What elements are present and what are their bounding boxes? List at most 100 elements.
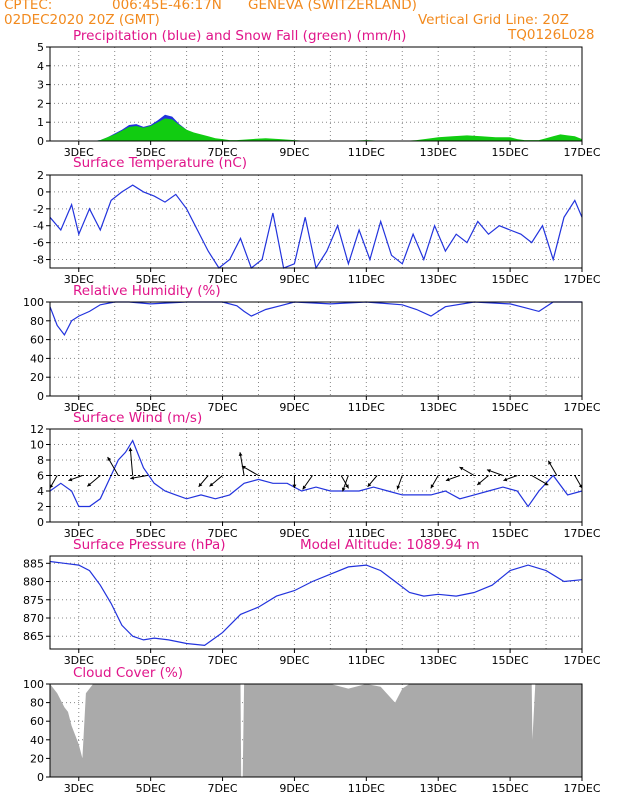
pressure-ytick-label: 865 — [23, 630, 44, 643]
header-model: TQ0126L028 — [508, 27, 595, 43]
precip-xtick-label: 9DEC — [279, 146, 309, 159]
cloud-xtick-label: 7DEC — [207, 782, 237, 795]
wind-ytick-label: 10 — [30, 439, 44, 452]
wind-arrow-head — [396, 485, 401, 490]
wind-title: Surface Wind (m/s) — [73, 410, 203, 426]
precip-xtick-label: 5DEC — [136, 146, 166, 159]
wind-arrow-head — [544, 481, 549, 486]
pressure-panel: 865 870 875 880 885 3DEC 5DEC 7DEC 9DEC 11DEC 13DE… — [23, 555, 601, 667]
wind-xtick-label: 3DEC — [64, 527, 94, 540]
cloud-xtick-label: 13DEC — [420, 782, 457, 795]
rh-frame — [49, 301, 583, 397]
rh-xtick-label: 11DEC — [348, 401, 385, 414]
rh-xtick-label: 7DEC — [207, 401, 237, 414]
wind-xtick-label: 15DEC — [492, 527, 529, 540]
wind-arrow-head — [548, 460, 552, 465]
wind-arrow — [239, 452, 245, 476]
temp-frame — [49, 174, 583, 269]
wind-ytick-label: 0 — [37, 516, 44, 529]
temp-xtick-label: 17DEC — [563, 273, 600, 286]
wind-arrow-head — [107, 457, 111, 461]
pressure-xtick-label: 7DEC — [207, 654, 237, 667]
temp-xtick-label: 15DEC — [492, 273, 529, 286]
precip-ytick-label: 4 — [37, 60, 44, 73]
pressure-xtick-label: 17DEC — [563, 654, 600, 667]
rh-xtick-label: 17DEC — [563, 401, 600, 414]
pressure-frame — [49, 555, 583, 650]
cloud-xtick-label: 5DEC — [136, 782, 166, 795]
wind-arrow — [129, 447, 134, 476]
precip-ytick-label: 0 — [37, 135, 44, 148]
wind-panel: 0 2 4 6 8 10 12 3DEC 5DEC 7DEC 9DEC 11DEC 13DEC 15DEC… — [30, 423, 601, 540]
rh-ytick-label: 40 — [30, 352, 44, 365]
cloud-xtick-label: 15DEC — [492, 782, 529, 795]
temp-xtick-label: 11DEC — [348, 273, 385, 286]
temp-ytick-label: -4 — [33, 220, 44, 233]
pressure-line — [49, 560, 583, 647]
snowfall-area — [50, 118, 582, 141]
rh-xtick-label: 15DEC — [492, 401, 529, 414]
precip-ytick-label: 5 — [37, 41, 44, 54]
wind-arrow-head — [503, 477, 508, 482]
pressure-xtick-label: 3DEC — [64, 654, 94, 667]
wind-arrow-head — [130, 476, 135, 480]
temp-xtick-label: 9DEC — [279, 273, 309, 286]
cloud-ytick-label: 0 — [37, 771, 44, 784]
temp-line — [49, 184, 583, 270]
wind-arrow-head — [198, 482, 203, 487]
wind-arrow-head — [367, 482, 372, 487]
wind-ytick-label: 12 — [30, 423, 44, 436]
wind-arrow-head — [302, 485, 307, 490]
pressure-title: Surface Pressure (hPa) — [73, 537, 226, 553]
rh-ytick-label: 100 — [23, 296, 44, 309]
pressure-ytick-label: 875 — [23, 594, 44, 607]
temp-ytick-label: 2 — [37, 169, 44, 182]
precip-ytick-label: 2 — [37, 97, 44, 110]
wind-ytick-label: 2 — [37, 501, 44, 514]
wind-line — [49, 439, 583, 508]
wind-arrow-head — [292, 484, 297, 489]
wind-arrow-head — [128, 447, 133, 452]
rh-xtick-label: 5DEC — [136, 401, 166, 414]
cloud-xtick-label: 9DEC — [279, 782, 309, 795]
precip-frame — [49, 46, 583, 142]
rh-xtick-label: 9DEC — [279, 401, 309, 414]
rh-title: Relative Humidity (%) — [73, 283, 221, 299]
precip-xtick-label: 15DEC — [492, 146, 529, 159]
wind-arrow-head — [477, 481, 482, 485]
rh-ytick-label: 80 — [30, 315, 44, 328]
rh-line — [49, 301, 582, 337]
wind-arrow-head — [445, 477, 450, 482]
cloud-ytick-label: 40 — [30, 734, 44, 747]
wind-xtick-label: 5DEC — [136, 527, 166, 540]
precip-title: Precipitation (blue) and Snow Fall (gree… — [73, 28, 407, 44]
precip-ytick-label: 3 — [37, 79, 44, 92]
temp-title: Surface Temperature (nC) — [73, 155, 248, 171]
temp-panel: -8 -6 -4 -2 0 2 3DEC 5DEC 7DEC 9DEC 11DEC 13DEC 15DE… — [33, 169, 601, 286]
wind-arrow-head — [49, 484, 54, 489]
header-source: CPTEC: — [4, 0, 53, 13]
cloud-ytick-label: 60 — [30, 715, 44, 728]
cloud-xtick-label: 11DEC — [348, 782, 385, 795]
temp-ytick-label: 0 — [37, 186, 44, 199]
wind-xtick-label: 17DEC — [563, 527, 600, 540]
temp-xtick-label: 3DEC — [64, 273, 94, 286]
cloud-ytick-label: 80 — [30, 697, 44, 710]
temp-xtick-label: 13DEC — [420, 273, 457, 286]
precip-panel: 0 1 2 3 4 5 3DEC 5DEC 7DEC 9DEC 11DEC 13DEC 15DEC 17D… — [37, 41, 601, 159]
wind-arrow-head — [345, 484, 349, 489]
rh-ytick-label: 0 — [37, 390, 44, 403]
pressure-xtick-label: 11DEC — [348, 654, 385, 667]
header-run: 02DEC2020 20Z (GMT) — [4, 12, 160, 28]
wind-arrow-head — [87, 482, 92, 487]
pressure-xtick-label: 15DEC — [492, 654, 529, 667]
wind-xtick-label: 11DEC — [348, 527, 385, 540]
temp-xtick-label: 5DEC — [136, 273, 166, 286]
rh-panel: 0 20 40 60 80 100 3DEC 5DEC 7DEC 9DEC 11DEC 13DEC 15… — [23, 296, 601, 414]
pressure-ytick-label: 885 — [23, 557, 44, 570]
temp-ytick-label: -6 — [33, 237, 44, 250]
wind-xtick-label: 13DEC — [420, 527, 457, 540]
header-coords: 006:45E-46:17N — [112, 0, 222, 13]
rh-xtick-label: 3DEC — [64, 401, 94, 414]
